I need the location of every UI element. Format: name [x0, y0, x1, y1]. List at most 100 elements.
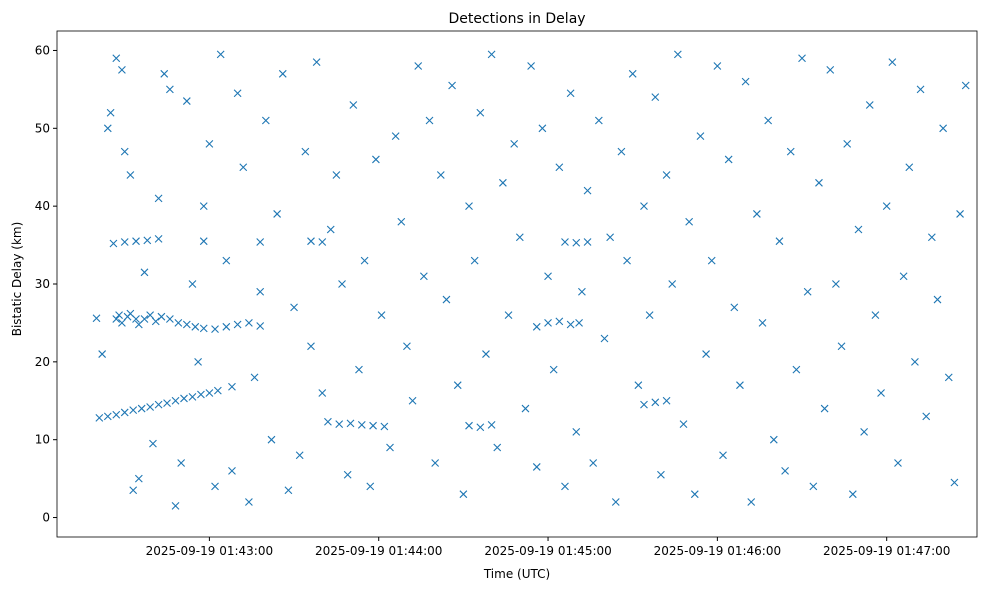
data-point-151: [572, 428, 581, 436]
data-point-183: [752, 210, 761, 218]
data-point-0: [95, 414, 104, 422]
data-point-140: [510, 139, 519, 148]
data-point-119: [391, 132, 400, 140]
data-point-206: [882, 202, 891, 211]
data-point-89: [216, 50, 225, 59]
data-point-175: [707, 256, 716, 265]
data-point-168: [668, 280, 677, 288]
data-point-155: [594, 116, 603, 125]
data-point-146: [544, 272, 552, 281]
data-point-109: [332, 171, 341, 179]
data-point-207: [888, 58, 897, 67]
data-point-143: [527, 62, 535, 70]
data-point-33: [222, 322, 231, 331]
data-point-208: [894, 459, 902, 467]
data-point-42: [199, 237, 208, 246]
data-point-117: [377, 311, 386, 320]
data-point-32: [211, 325, 219, 334]
data-point-156: [600, 334, 609, 343]
data-point-64: [651, 398, 660, 407]
data-point-147: [549, 365, 558, 374]
y-tick-label: 60: [35, 43, 50, 57]
data-point-204: [871, 311, 880, 320]
data-point-29: [182, 320, 191, 329]
data-point-128: [442, 295, 451, 304]
data-point-68: [103, 124, 112, 133]
data-point-197: [832, 280, 840, 288]
data-point-105: [307, 342, 315, 351]
data-point-4: [129, 406, 138, 414]
data-point-190: [792, 365, 801, 374]
data-point-38: [120, 238, 129, 246]
data-point-71: [118, 66, 126, 74]
data-point-57: [555, 317, 564, 326]
data-point-135: [482, 350, 490, 358]
data-point-131: [459, 490, 468, 499]
data-point-95: [250, 373, 259, 382]
data-point-179: [730, 303, 739, 312]
data-point-79: [160, 69, 169, 78]
data-point-157: [606, 233, 615, 242]
data-point-91: [228, 466, 236, 475]
data-point-101: [284, 486, 293, 495]
data-point-41: [154, 234, 163, 243]
data-point-66: [92, 314, 101, 323]
data-point-72: [120, 147, 129, 156]
data-point-25: [151, 317, 160, 326]
data-point-192: [803, 287, 812, 296]
y-tick-label: 50: [35, 121, 50, 135]
data-point-81: [171, 501, 180, 510]
data-point-176: [713, 62, 722, 70]
data-point-103: [295, 451, 304, 460]
data-point-185: [764, 116, 773, 125]
data-point-65: [662, 396, 671, 405]
data-point-39: [132, 237, 140, 246]
data-point-193: [809, 482, 818, 491]
chart-title: Detections in Delay: [448, 11, 585, 27]
data-point-84: [188, 280, 197, 288]
x-tick-label: 2025-09-19 01:44:00: [315, 544, 442, 558]
data-point-162: [634, 381, 643, 390]
data-point-213: [922, 412, 931, 421]
x-tick-label: 2025-09-19 01:43:00: [146, 544, 273, 558]
data-point-129: [448, 81, 456, 90]
data-point-15: [228, 382, 236, 391]
data-point-75: [134, 474, 143, 483]
data-point-45: [318, 238, 327, 246]
data-point-9: [171, 396, 180, 405]
data-point-123: [414, 62, 423, 70]
data-point-182: [747, 498, 756, 506]
data-point-118: [386, 443, 394, 452]
data-point-63: [640, 400, 648, 409]
data-point-111: [343, 470, 352, 479]
data-point-121: [403, 342, 411, 351]
data-point-62: [583, 238, 592, 246]
data-point-187: [775, 237, 784, 246]
data-point-113: [355, 365, 363, 374]
data-point-55: [532, 322, 541, 331]
data-point-76: [140, 268, 149, 277]
data-point-195: [820, 404, 829, 413]
data-point-138: [499, 178, 507, 187]
data-point-58: [566, 320, 575, 329]
y-tick-label: 30: [35, 277, 50, 291]
data-point-85: [194, 357, 202, 366]
data-point-212: [916, 85, 925, 94]
data-point-215: [933, 295, 942, 304]
data-point-83: [182, 97, 191, 105]
data-point-11: [188, 392, 197, 401]
data-point-142: [521, 404, 530, 413]
data-point-122: [408, 396, 417, 405]
data-point-31: [199, 324, 208, 333]
data-point-198: [837, 342, 846, 351]
data-point-141: [515, 233, 524, 242]
data-point-161: [628, 69, 637, 78]
data-point-108: [326, 225, 335, 234]
data-point-90: [222, 256, 231, 265]
data-point-40: [143, 236, 152, 245]
data-point-46: [324, 417, 332, 426]
data-point-110: [338, 280, 346, 288]
data-point-48: [346, 419, 355, 428]
